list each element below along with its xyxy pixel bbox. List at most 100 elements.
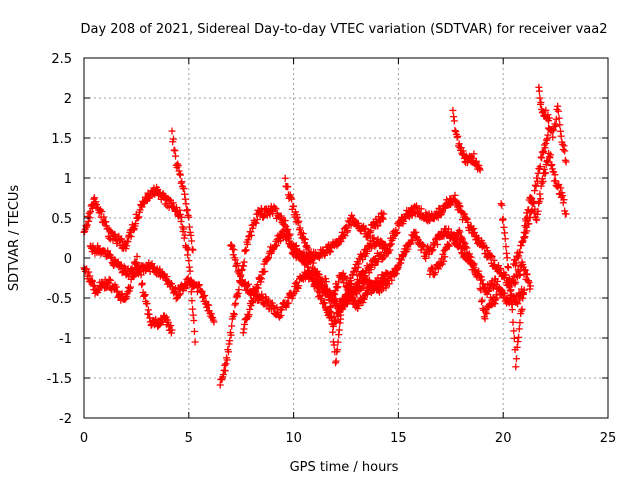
data-point-track-q [539, 177, 547, 185]
data-point-track-h [295, 217, 303, 225]
data-point-track-i [382, 242, 390, 250]
data-point-track-i [363, 247, 371, 255]
data-point-track-b [152, 315, 160, 323]
data-point-track-a [187, 288, 195, 296]
data-point-track-q [544, 158, 552, 166]
data-point-track-l [445, 242, 453, 250]
data-point-track-j [523, 270, 531, 278]
data-point-track-k [397, 256, 405, 264]
data-point-track-p [541, 144, 549, 152]
data-point-track-q [534, 207, 542, 215]
data-point-track-a [190, 327, 198, 335]
data-point-track-p [539, 149, 547, 157]
data-point-track-j [521, 266, 529, 274]
data-point-track-g [379, 255, 387, 263]
data-point-track-d [183, 206, 191, 214]
data-point-track-f [244, 280, 252, 288]
data-point-track-p [559, 140, 567, 148]
data-point-track-f [230, 246, 238, 254]
data-point-track-f [231, 256, 239, 264]
data-point-track-h [284, 183, 292, 191]
data-point-track-q [525, 206, 533, 214]
data-point-track-g [371, 261, 379, 269]
data-point-track-o [510, 334, 518, 342]
data-point-track-d [176, 171, 184, 179]
data-point-track-c [134, 270, 142, 278]
data-point-track-g [292, 242, 300, 250]
data-point-track-p [512, 259, 520, 267]
data-point-track-p [533, 174, 541, 182]
data-point-track-e [243, 240, 251, 248]
data-point-track-f [335, 278, 343, 286]
data-point-track-g [322, 305, 330, 313]
data-point-track-q [542, 169, 550, 177]
data-point-track-p [531, 181, 539, 189]
data-point-track-a [189, 305, 197, 313]
data-point-track-g [258, 275, 266, 283]
data-point-track-c [194, 282, 202, 290]
data-point-track-i [327, 309, 335, 317]
data-point-track-p [556, 127, 564, 135]
data-point-track-q [523, 213, 531, 221]
data-point-track-a [180, 225, 188, 233]
data-point-track-e [281, 221, 289, 229]
data-point-track-g [246, 305, 254, 313]
data-point-track-j [459, 209, 467, 217]
data-point-track-r [542, 106, 550, 114]
data-point-track-k [399, 252, 407, 260]
x-tick-label: 5 [185, 431, 193, 446]
data-point-track-g [249, 299, 257, 307]
data-point-track-p [561, 147, 569, 155]
data-point-track-e [226, 337, 234, 345]
data-point-track-o [510, 327, 518, 335]
data-point-track-g [321, 299, 329, 307]
data-point-track-p [550, 126, 558, 134]
data-point-track-c [120, 263, 128, 271]
points-layer [80, 83, 570, 389]
data-point-track-e [240, 262, 248, 270]
data-point-track-e [249, 224, 257, 232]
data-point-track-a [186, 267, 194, 275]
data-point-track-g [250, 295, 258, 303]
data-point-track-f [235, 266, 243, 274]
x-tick-label: 10 [285, 431, 302, 446]
data-point-track-q [521, 222, 529, 230]
data-point-track-d [182, 200, 190, 208]
data-point-track-n [476, 285, 484, 293]
data-point-track-j [482, 244, 490, 252]
data-point-track-d [171, 147, 179, 155]
chart-title: Day 208 of 2021, Sidereal Day-to-day VTE… [80, 22, 607, 37]
data-point-track-m [476, 166, 484, 174]
data-point-track-e [223, 356, 231, 364]
data-point-track-b [126, 285, 134, 293]
data-point-track-o [499, 215, 507, 223]
y-tick-label: 1 [64, 172, 72, 187]
data-point-track-g [318, 292, 326, 300]
data-point-track-b [85, 268, 93, 276]
data-point-track-j [515, 267, 523, 275]
data-point-track-d [185, 213, 193, 221]
data-point-track-f [277, 311, 285, 319]
data-point-track-g [263, 255, 271, 263]
data-point-track-c [195, 281, 203, 289]
data-point-track-j [515, 271, 523, 279]
data-point-track-l [441, 253, 449, 261]
data-point-track-l [456, 228, 464, 236]
data-point-track-e [227, 331, 235, 339]
data-point-track-e [222, 360, 230, 368]
data-point-track-a [83, 221, 91, 229]
data-point-track-l [434, 265, 442, 273]
data-point-track-e [253, 216, 261, 224]
data-point-track-k [514, 300, 522, 308]
data-point-track-d [180, 185, 188, 193]
data-point-track-h [385, 280, 393, 288]
data-point-track-f [227, 242, 235, 250]
data-point-track-h [308, 255, 316, 263]
data-point-track-e [380, 210, 388, 218]
data-point-track-j [461, 210, 469, 218]
data-point-track-f [334, 283, 342, 291]
data-point-track-k [393, 265, 401, 273]
data-point-track-d [176, 170, 184, 178]
data-point-track-p [557, 132, 565, 140]
data-point-track-g [265, 254, 273, 262]
